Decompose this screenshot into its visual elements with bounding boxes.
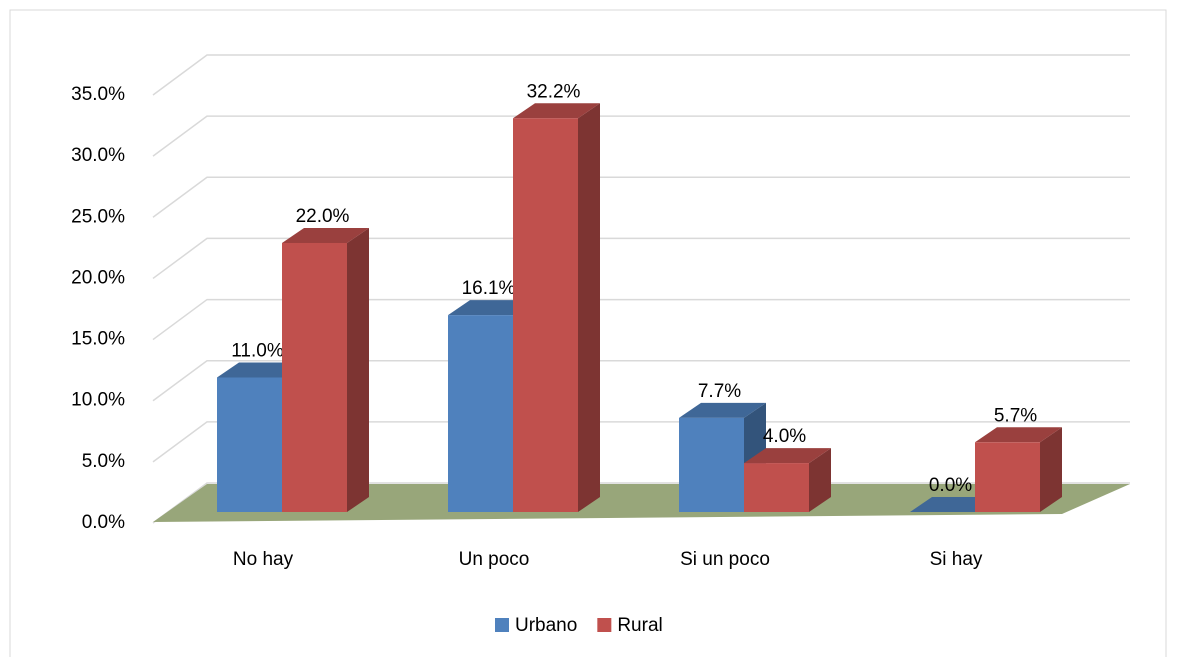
- bar: [448, 315, 513, 512]
- bar: [513, 118, 578, 513]
- bar: [679, 417, 744, 512]
- grid-line: [152, 54, 1130, 96]
- legend-swatch: [495, 618, 509, 632]
- bar: [217, 377, 282, 512]
- y-tick-label: 15.0%: [71, 329, 125, 350]
- bar: [282, 242, 347, 512]
- grid-line: [152, 298, 1130, 341]
- bar-top: [282, 227, 369, 243]
- bar-top: [975, 427, 1062, 443]
- x-tick-label: Un poco: [459, 549, 530, 570]
- y-tick-label: 20.0%: [71, 267, 125, 288]
- y-tick-label: 0.0%: [82, 512, 125, 533]
- bar-top: [679, 402, 766, 418]
- value-label: 7.7%: [698, 381, 741, 402]
- bar: [975, 442, 1040, 512]
- grid-line: [152, 237, 1130, 280]
- floor: [153, 484, 1130, 522]
- x-tick-label: No hay: [233, 549, 294, 570]
- y-tick-label: 30.0%: [71, 145, 125, 166]
- y-tick-label: 35.0%: [71, 84, 125, 105]
- grid-line: [152, 115, 1130, 157]
- bar-side: [1040, 427, 1062, 512]
- value-label: 5.7%: [994, 405, 1037, 426]
- bar-side: [809, 448, 831, 512]
- bar-side: [347, 227, 369, 512]
- value-label: 32.2%: [527, 81, 581, 102]
- bar-top: [513, 103, 600, 119]
- legend-label: Urbano: [515, 615, 577, 636]
- value-label: 0.0%: [929, 475, 972, 496]
- value-label: 11.0%: [231, 341, 284, 362]
- grid-line: [152, 176, 1130, 218]
- value-label: 16.1%: [462, 278, 516, 299]
- y-tick-label: 10.0%: [71, 390, 125, 411]
- x-tick-label: Si un poco: [680, 549, 770, 570]
- value-label: 4.0%: [763, 426, 806, 447]
- bar: [744, 463, 809, 512]
- grid-line: [152, 359, 1130, 402]
- legend-label: Rural: [617, 615, 662, 636]
- grid-line: [152, 421, 1130, 463]
- bar-top: [744, 448, 831, 464]
- value-label: 22.0%: [296, 206, 350, 227]
- legend-swatch: [597, 618, 612, 632]
- y-tick-label: 5.0%: [82, 451, 125, 472]
- y-tick-label: 25.0%: [71, 206, 125, 227]
- x-tick-label: Si hay: [930, 549, 983, 570]
- bar-side: [578, 103, 600, 513]
